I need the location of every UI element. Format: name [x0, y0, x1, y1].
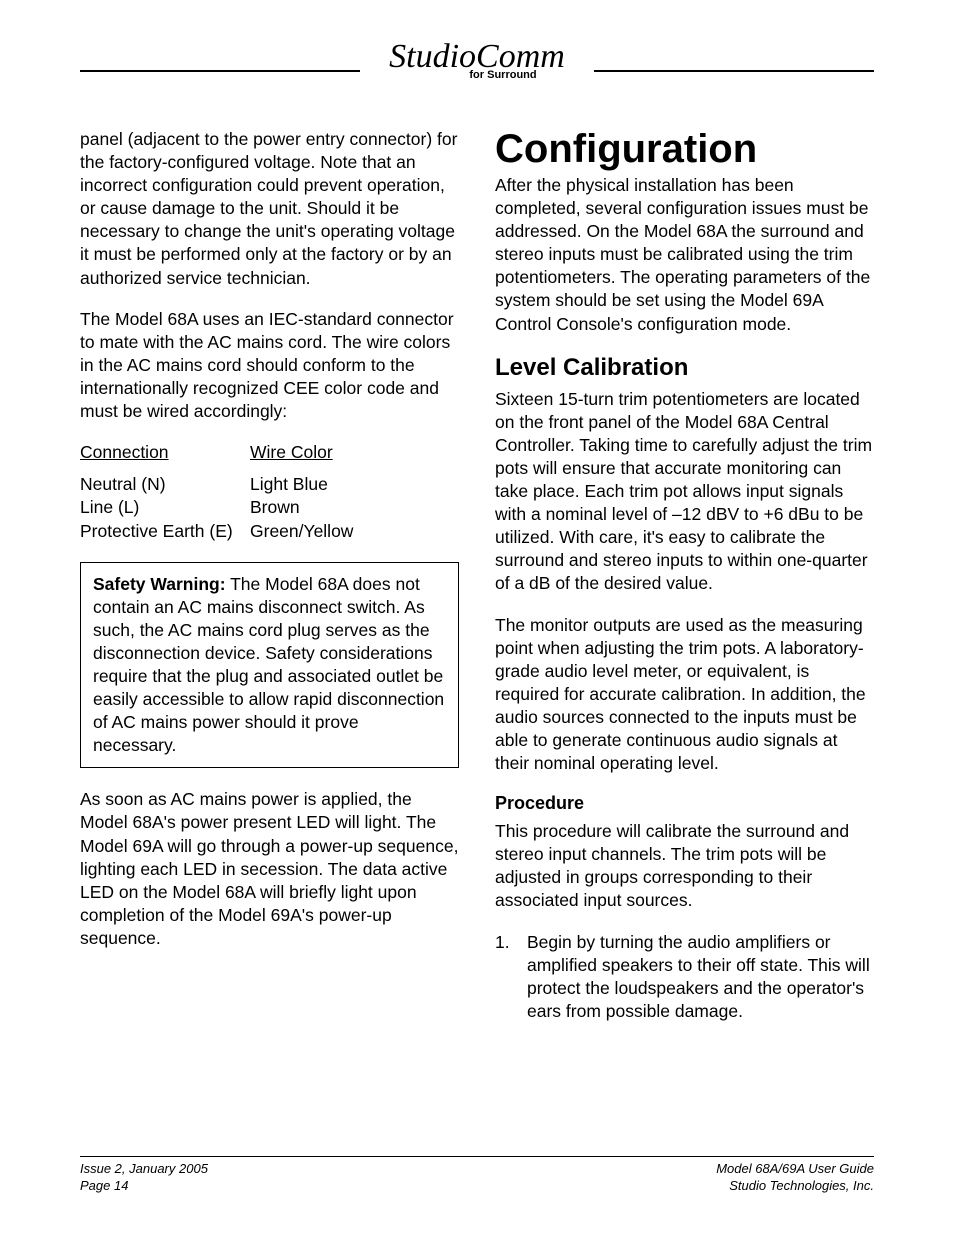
section-heading: Configuration — [495, 128, 874, 170]
right-column: Configuration After the physical install… — [495, 128, 874, 1023]
procedure-heading: Procedure — [495, 793, 874, 814]
body-paragraph: As soon as AC mains power is applied, th… — [80, 788, 459, 950]
footer-left: Issue 2, January 2005 Page 14 — [80, 1161, 208, 1195]
table-row: Line (L) Brown — [80, 496, 459, 520]
body-paragraph: Sixteen 15-turn trim potentiometers are … — [495, 388, 874, 596]
body-paragraph: The monitor outputs are used as the meas… — [495, 614, 874, 776]
page-footer: Issue 2, January 2005 Page 14 Model 68A/… — [80, 1156, 874, 1195]
footer-issue: Issue 2, January 2005 — [80, 1161, 208, 1178]
page: StudioComm for Surround panel (adjacent … — [80, 40, 874, 1195]
wire-color-table: Connection Wire Color Neutral (N) Light … — [80, 441, 459, 544]
footer-page-number: Page 14 — [80, 1178, 208, 1195]
cell-connection: Protective Earth (E) — [80, 520, 250, 544]
body-paragraph: This procedure will calibrate the surrou… — [495, 820, 874, 912]
table-row: Protective Earth (E) Green/Yellow — [80, 520, 459, 544]
cell-wirecolor: Light Blue — [250, 473, 459, 497]
footer-company: Studio Technologies, Inc. — [716, 1178, 874, 1195]
warning-label: Safety Warning: — [93, 574, 226, 594]
content-columns: panel (adjacent to the power entry conne… — [80, 128, 874, 1023]
cell-connection: Neutral (N) — [80, 473, 250, 497]
procedure-list: 1. Begin by turning the audio amplifiers… — [495, 931, 874, 1023]
procedure-step: 1. Begin by turning the audio amplifiers… — [495, 931, 874, 1023]
footer-guide-title: Model 68A/69A User Guide — [716, 1161, 874, 1178]
cell-connection: Line (L) — [80, 496, 250, 520]
safety-warning-box: Safety Warning: The Model 68A does not c… — [80, 562, 459, 769]
footer-row: Issue 2, January 2005 Page 14 Model 68A/… — [80, 1161, 874, 1195]
footer-right: Model 68A/69A User Guide Studio Technolo… — [716, 1161, 874, 1195]
step-text: Begin by turning the audio amplifiers or… — [527, 931, 874, 1023]
table-header-wirecolor: Wire Color — [250, 441, 459, 465]
header-rule-right — [594, 70, 874, 72]
cell-wirecolor: Brown — [250, 496, 459, 520]
cell-wirecolor: Green/Yellow — [250, 520, 459, 544]
page-header: StudioComm for Surround — [80, 40, 874, 100]
body-paragraph: After the physical installation has been… — [495, 174, 874, 336]
header-rule-left — [80, 70, 360, 72]
warning-text: The Model 68A does not contain an AC mai… — [93, 574, 444, 756]
subsection-heading: Level Calibration — [495, 354, 874, 382]
brand-logo: StudioComm for Surround — [389, 40, 565, 81]
footer-rule — [80, 1156, 874, 1157]
table-header-row: Connection Wire Color — [80, 441, 459, 465]
body-paragraph: The Model 68A uses an IEC-standard conne… — [80, 308, 459, 423]
table-header-connection: Connection — [80, 441, 250, 465]
body-paragraph: panel (adjacent to the power entry conne… — [80, 128, 459, 290]
left-column: panel (adjacent to the power entry conne… — [80, 128, 459, 1023]
table-row: Neutral (N) Light Blue — [80, 473, 459, 497]
step-number: 1. — [495, 931, 527, 1023]
